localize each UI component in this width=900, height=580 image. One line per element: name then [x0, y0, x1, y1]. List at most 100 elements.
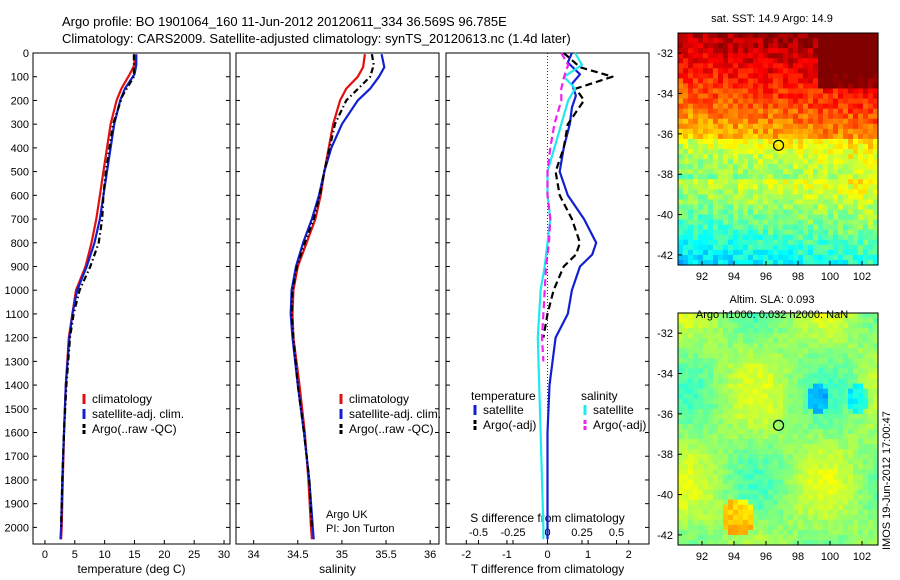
- series-line-argo-adj-: [540, 52, 570, 362]
- y-tick-label: 1700: [5, 451, 29, 463]
- argo-position-marker: [772, 139, 785, 151]
- map-y-tick-label: -42: [657, 250, 673, 262]
- map-y-tick-label: -32: [657, 48, 673, 60]
- legend-entry: satellite: [483, 403, 524, 417]
- x-axis-label: salinity: [319, 562, 356, 576]
- legend-entry: satellite: [593, 403, 634, 417]
- y-tick-label: 1400: [5, 380, 29, 392]
- map-x-tick-label: 92: [696, 551, 708, 563]
- map-x-tick-label: 96: [760, 271, 772, 283]
- series-line-satellite-adj-clim-: [289, 53, 386, 540]
- map-x-tick-label: 100: [821, 271, 839, 283]
- series-line-argo-raw-qc-: [290, 54, 375, 528]
- y-tick-label: 1100: [5, 309, 29, 321]
- x-tick-label: -2: [461, 549, 471, 561]
- map-y-tick-label: -40: [657, 210, 673, 222]
- y-tick-label: 1600: [5, 428, 29, 440]
- map-x-tick-label: 96: [760, 551, 772, 563]
- legend-entry: satellite-adj. clim.: [92, 407, 184, 421]
- x-tick-label: 0: [42, 549, 48, 561]
- y-tick-label: 1900: [5, 499, 29, 511]
- legend-entry: Argo(..raw -QC): [349, 422, 434, 436]
- map-x-tick-label: 98: [792, 271, 804, 283]
- legend-group-title: temperature: [471, 389, 536, 403]
- legend-entry: climatology: [349, 392, 409, 406]
- y-tick-label: 700: [11, 214, 29, 226]
- y-tick-label: 1300: [5, 356, 29, 368]
- x-tick-label: 20: [158, 549, 170, 561]
- x-axis-label: temperature (deg C): [77, 562, 185, 576]
- map-x-tick-label: 92: [696, 271, 708, 283]
- temperature-panel: 0100200300400500600700800900100011001200…: [5, 48, 231, 576]
- y-tick-label: 100: [11, 72, 29, 84]
- plot-frame: [235, 52, 440, 545]
- legend-entry: satellite-adj. clim.: [349, 407, 441, 421]
- secondary-x-tick-label: 0.25: [571, 527, 592, 539]
- legend-entry: Argo(-adj): [593, 418, 646, 432]
- y-tick-label: 900: [11, 261, 29, 273]
- legend-entry: Argo(-adj): [483, 418, 536, 432]
- legend-entry: Argo(..raw -QC): [92, 422, 177, 436]
- y-tick-label: 1500: [5, 404, 29, 416]
- map-x-tick-label: 94: [728, 551, 740, 563]
- map-y-tick-label: -40: [657, 490, 673, 502]
- map-y-tick-label: -36: [657, 129, 673, 141]
- map-y-tick-label: -42: [657, 530, 673, 542]
- sla-map-panel: -32 -34 -36 -38 -40 -42 92 94 96 98 100 102 Altim. S…: [657, 294, 879, 563]
- x-tick-label: 35.5: [375, 549, 396, 561]
- map-x-tick-label: 98: [792, 551, 804, 563]
- figure-title-line1: Argo profile: BO 1901064_160 11-Jun-2012…: [62, 14, 507, 29]
- x-tick-label: 15: [128, 549, 140, 561]
- footer-timestamp: IMOS 19-Jun-2012 17:00:47: [881, 411, 893, 550]
- x-tick-label: 2: [626, 549, 632, 561]
- argo-position-marker: [772, 419, 785, 431]
- map-title: Altim. SLA: 0.093: [730, 294, 815, 306]
- x-tick-label: 10: [99, 549, 111, 561]
- secondary-x-tick-label: -0.25: [500, 527, 525, 539]
- y-tick-label: 400: [11, 143, 29, 155]
- map-y-tick-label: -32: [657, 328, 673, 340]
- map-y-tick-label: -36: [657, 409, 673, 421]
- x-tick-label: 34.5: [287, 549, 308, 561]
- y-tick-label: 1200: [5, 333, 29, 345]
- y-tick-label: 300: [11, 119, 29, 131]
- x-tick-label: 0: [544, 549, 550, 561]
- map-y-tick-label: -34: [657, 89, 673, 101]
- map-x-tick-label: 100: [821, 551, 839, 563]
- map-y-tick-label: -38: [657, 449, 673, 461]
- credit-line2: PI: Jon Turton: [326, 523, 394, 535]
- figure-title-line2: Climatology: CARS2009. Satellite-adjuste…: [62, 31, 571, 46]
- x-tick-label: 5: [72, 549, 78, 561]
- map-y-tick-label: -38: [657, 169, 673, 181]
- series-line-argo-raw-qc-: [60, 54, 135, 528]
- x-tick-label: 1: [585, 549, 591, 561]
- map-x-tick-label: 102: [853, 271, 871, 283]
- y-tick-label: 1000: [5, 285, 29, 297]
- map-field: [678, 33, 879, 266]
- secondary-x-tick-label: -0.5: [469, 527, 488, 539]
- map-title: Argo h1000: 0.032 h2000: NaN: [696, 309, 848, 321]
- y-tick-label: 2000: [5, 522, 29, 534]
- map-frame: [677, 312, 879, 546]
- y-tick-label: 600: [11, 190, 29, 202]
- map-y-tick-label: -34: [657, 369, 673, 381]
- y-tick-label: 800: [11, 238, 29, 250]
- x-axis-label: T difference from climatology: [471, 562, 625, 576]
- series-line-argo-adj-: [542, 52, 614, 338]
- plot-frame: [32, 52, 231, 545]
- credit-line1: Argo UK: [326, 509, 368, 521]
- x-tick-label: 25: [188, 549, 200, 561]
- legend-group-title: salinity: [581, 389, 618, 403]
- map-x-tick-label: 94: [728, 271, 740, 283]
- y-tick-label: 500: [11, 167, 29, 179]
- sst-map-panel: -32 -34 -36 -38 -40 -42 92 94 96 98 100 102 sat. SST…: [657, 13, 879, 283]
- x-tick-label: 30: [218, 549, 230, 561]
- x-tick-label: 35: [336, 549, 348, 561]
- salinity-panel: 34 34.5 35 35.5 36 salinity climatologysatelli…: [235, 52, 441, 576]
- legend-entry: climatology: [92, 392, 152, 406]
- x-tick-label: 36: [424, 549, 436, 561]
- map-x-tick-label: 102: [853, 551, 871, 563]
- x-tick-label: -1: [502, 549, 512, 561]
